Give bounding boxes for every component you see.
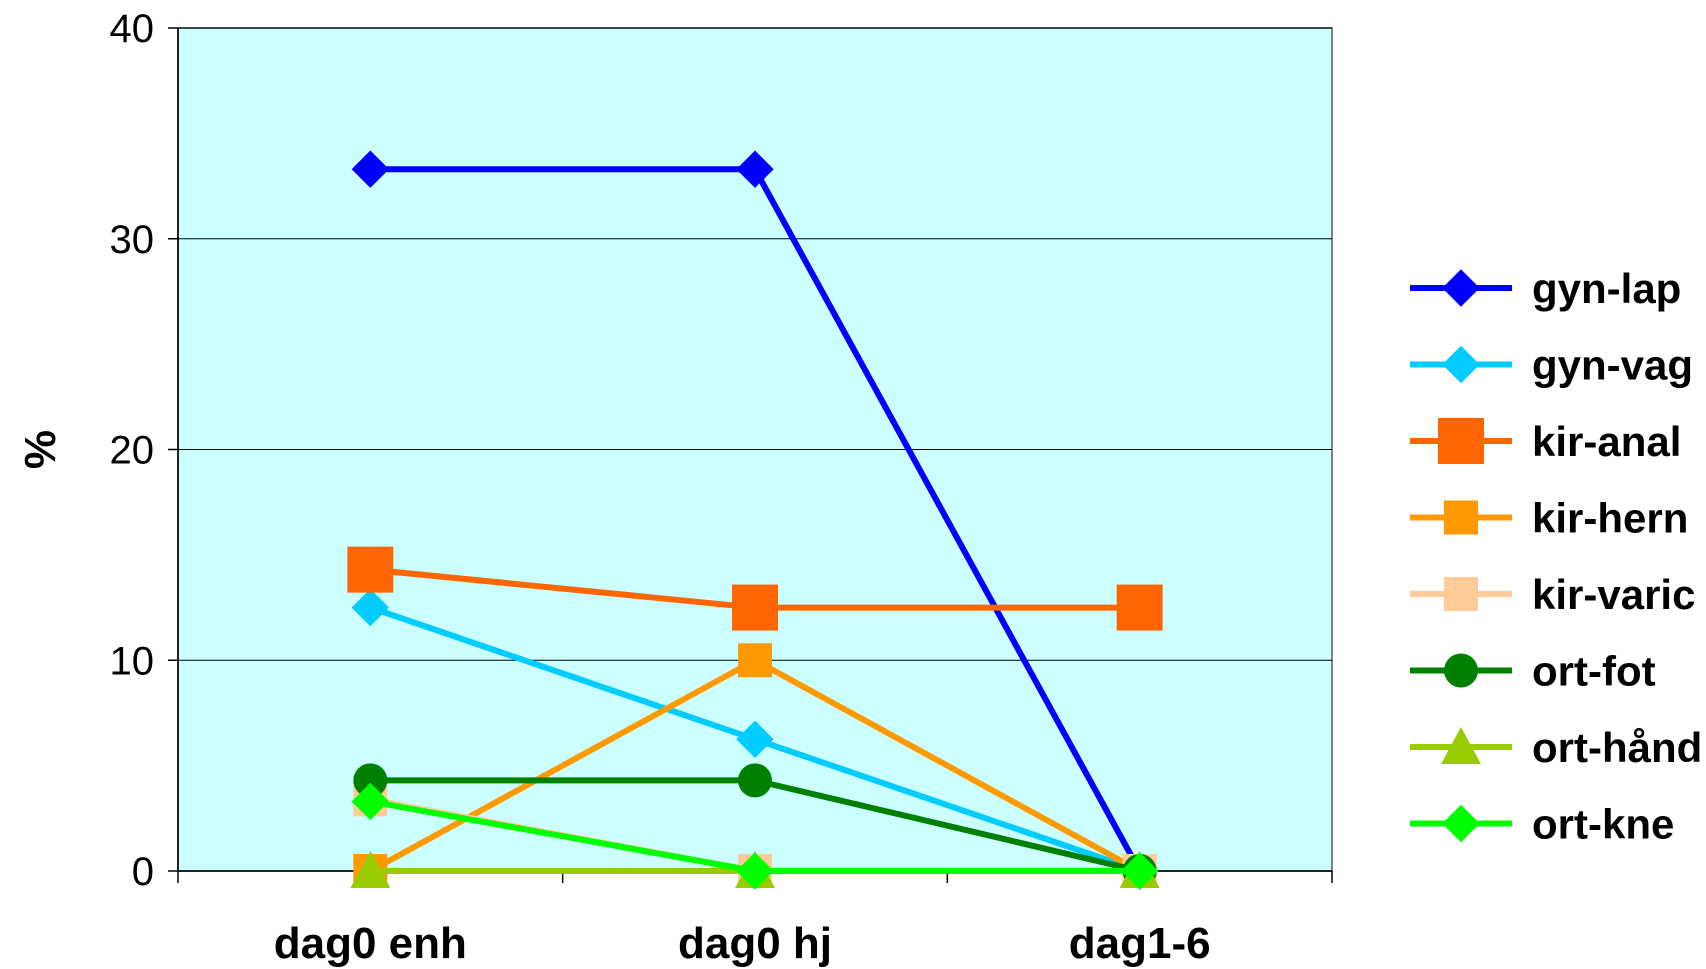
legend-marker xyxy=(1444,653,1478,688)
data-point xyxy=(732,584,778,631)
legend-marker xyxy=(1444,500,1478,535)
legend-marker xyxy=(1442,345,1480,384)
legend-label: ort-kne xyxy=(1532,801,1674,848)
legend-marker xyxy=(1438,418,1484,464)
legend-label: ort-hånd xyxy=(1532,724,1702,771)
x-tick-label: dag0 enh xyxy=(274,919,467,968)
series-ort-kne xyxy=(351,782,1159,890)
legend-marker xyxy=(1441,727,1481,764)
data-point xyxy=(351,150,390,188)
data-point xyxy=(351,782,390,821)
data-point xyxy=(738,643,772,678)
x-tick-label: dag0 hj xyxy=(678,919,832,968)
y-tick-label: 0 xyxy=(132,850,154,894)
legend-item: ort-fot xyxy=(1410,648,1656,695)
series-kir-anal xyxy=(347,546,1163,631)
legend-item: kir-hern xyxy=(1410,495,1688,542)
legend-item: ort-kne xyxy=(1410,801,1674,848)
data-point xyxy=(736,720,774,758)
legend-label: kir-hern xyxy=(1532,495,1688,542)
y-axis-title: % xyxy=(16,430,65,469)
series-group xyxy=(347,150,1163,890)
legend-label: kir-anal xyxy=(1532,418,1681,465)
legend-marker xyxy=(1442,269,1480,307)
y-tick-label: 10 xyxy=(110,639,155,683)
y-tick-label: 40 xyxy=(110,7,155,51)
legend-marker xyxy=(1444,577,1478,611)
data-point xyxy=(1120,852,1159,890)
y-tick-label: 20 xyxy=(110,429,155,473)
legend-label: ort-fot xyxy=(1532,648,1656,695)
x-tick-label: dag1-6 xyxy=(1069,919,1211,968)
legend-marker xyxy=(1442,804,1480,843)
data-point xyxy=(736,150,774,188)
y-tick-label: 30 xyxy=(110,218,155,262)
legend-item: gyn-vag xyxy=(1410,342,1693,389)
data-point xyxy=(738,763,772,798)
data-point xyxy=(736,852,774,890)
legend: gyn-lap gyn-vag kir-anal kir-hern kir-varic o… xyxy=(1410,265,1702,848)
legend-label: gyn-lap xyxy=(1532,265,1681,312)
data-point xyxy=(347,546,394,593)
legend-item: kir-anal xyxy=(1410,418,1681,465)
legend-item: kir-varic xyxy=(1410,571,1695,618)
data-point xyxy=(353,763,388,798)
legend-label: kir-varic xyxy=(1532,571,1695,618)
data-point xyxy=(350,851,391,888)
legend-item: ort-hånd xyxy=(1410,724,1702,771)
data-point xyxy=(351,588,390,627)
legend-item: gyn-lap xyxy=(1410,265,1681,312)
legend-label: gyn-vag xyxy=(1532,342,1693,389)
data-point xyxy=(1116,584,1163,631)
